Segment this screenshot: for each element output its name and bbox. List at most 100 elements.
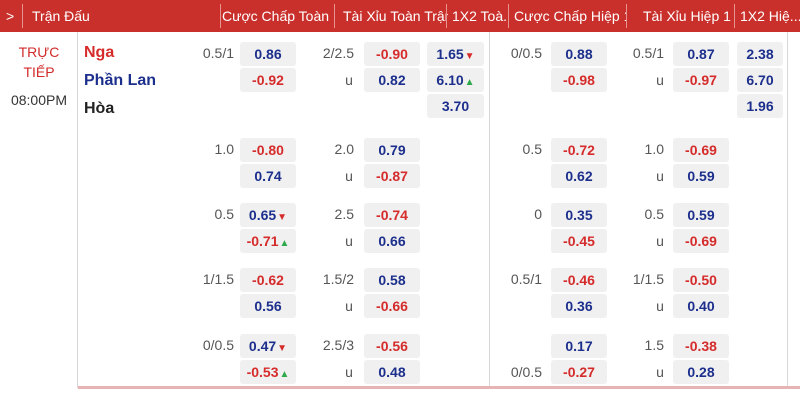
under-label: u xyxy=(345,233,353,249)
odds-cell[interactable]: -0.45 xyxy=(551,229,607,253)
divider xyxy=(626,4,627,28)
odds-cell[interactable]: 1.65▼ xyxy=(427,42,484,66)
odds-cell[interactable]: -0.62 xyxy=(240,268,296,292)
arrow-up-icon: ▲ xyxy=(279,369,290,380)
team-draw: Hòa xyxy=(84,100,115,117)
ou-line: 1/1.5 xyxy=(632,271,664,287)
divider xyxy=(508,4,509,28)
live-status-line2: TIẾP xyxy=(23,64,55,80)
odds-cell[interactable]: -0.69 xyxy=(673,138,729,162)
odds-cell[interactable]: 0.86 xyxy=(240,42,296,66)
odds-cell[interactable]: -0.38 xyxy=(673,334,729,358)
odds-cell[interactable]: -0.69 xyxy=(673,229,729,253)
odds-cell[interactable]: -0.50 xyxy=(673,268,729,292)
odds-cell[interactable]: 0.17 xyxy=(551,334,607,358)
odds-cell[interactable]: 3.70 xyxy=(427,94,484,118)
header-handicap-half[interactable]: Cược Chấp Hiệp 1 xyxy=(514,8,626,24)
odds-cell[interactable]: 0.48 xyxy=(364,360,420,384)
header-match[interactable]: Trận Đấu xyxy=(32,8,90,24)
match-time: 08:00PM xyxy=(10,92,68,108)
ou-line: 2.5/3 xyxy=(322,337,354,353)
odds-cell[interactable]: 0.82 xyxy=(364,68,420,92)
ou-line: 1.5 xyxy=(644,337,664,353)
ou-line: 0.5/1 xyxy=(632,45,664,61)
arrow-up-icon: ▲ xyxy=(464,77,475,88)
odds-cell[interactable]: 0.79 xyxy=(364,138,420,162)
under-label: u xyxy=(345,298,353,314)
odds-cell[interactable]: -0.72 xyxy=(551,138,607,162)
header-ou-full[interactable]: Tài Xỉu Toàn Trận xyxy=(343,8,448,24)
team-home[interactable]: Nga xyxy=(84,44,115,61)
odds-cell[interactable]: 0.36 xyxy=(551,294,607,318)
header-1x2-full[interactable]: 1X2 Toà... xyxy=(452,8,508,24)
odds-value: 6.10 xyxy=(436,72,464,88)
odds-cell[interactable]: -0.71▲ xyxy=(240,229,296,253)
odds-value: -0.71 xyxy=(246,233,279,249)
odds-cell[interactable]: -0.80 xyxy=(240,138,296,162)
odds-cell[interactable]: -0.66 xyxy=(364,294,420,318)
divider xyxy=(220,4,221,28)
column-divider xyxy=(787,32,788,388)
odds-value: -0.53 xyxy=(246,364,279,380)
odds-cell[interactable]: -0.92 xyxy=(240,68,296,92)
odds-cell[interactable]: 0.28 xyxy=(673,360,729,384)
arrow-up-icon: ▲ xyxy=(279,238,290,249)
handicap-line: 0.5 xyxy=(214,206,234,222)
under-label: u xyxy=(656,168,664,184)
divider xyxy=(734,4,735,28)
ou-line: 2.5 xyxy=(334,206,354,222)
divider xyxy=(334,4,335,28)
odds-cell[interactable]: -0.97 xyxy=(673,68,729,92)
arrow-down-icon: ▼ xyxy=(277,343,288,354)
odds-cell[interactable]: 0.88 xyxy=(551,42,607,66)
odds-cell[interactable]: 0.65▼ xyxy=(240,203,296,227)
odds-cell[interactable]: 1.96 xyxy=(737,94,783,118)
odds-cell[interactable]: -0.90 xyxy=(364,42,420,66)
handicap-line: 0.5/1 xyxy=(202,45,234,61)
odds-cell[interactable]: -0.74 xyxy=(364,203,420,227)
odds-cell[interactable]: 0.59 xyxy=(673,164,729,188)
handicap-line: 0.5/1 xyxy=(510,271,542,287)
header-1x2-half[interactable]: 1X2 Hiệ... xyxy=(740,8,800,24)
odds-cell[interactable]: 0.58 xyxy=(364,268,420,292)
odds-cell[interactable]: 6.10▲ xyxy=(427,68,484,92)
divider xyxy=(22,4,23,28)
ou-line: 2/2.5 xyxy=(322,45,354,61)
odds-cell[interactable]: -0.87 xyxy=(364,164,420,188)
odds-value: 1.65 xyxy=(436,46,464,62)
odds-cell[interactable]: -0.98 xyxy=(551,68,607,92)
odds-cell[interactable]: 0.87 xyxy=(673,42,729,66)
odds-value: 0.47 xyxy=(248,338,277,354)
live-status-line1: TRỰC xyxy=(18,44,60,60)
under-label: u xyxy=(656,364,664,380)
odds-cell[interactable]: 0.40 xyxy=(673,294,729,318)
odds-cell[interactable]: 0.56 xyxy=(240,294,296,318)
table-header: > Trận Đấu Cược Chấp Toàn ... Tài Xỉu To… xyxy=(0,0,800,32)
header-ou-half[interactable]: Tài Xỉu Hiệp 1 xyxy=(643,8,731,24)
team-away[interactable]: Phần Lan xyxy=(84,72,157,89)
odds-cell[interactable]: 0.62 xyxy=(551,164,607,188)
live-status: TRỰC TIẾP xyxy=(0,42,78,82)
odds-cell[interactable]: 2.38 xyxy=(737,42,783,66)
odds-cell[interactable]: -0.27 xyxy=(551,360,607,384)
odds-cell[interactable]: 0.59 xyxy=(673,203,729,227)
handicap-line: 1/1.5 xyxy=(202,271,234,287)
arrow-down-icon: ▼ xyxy=(277,212,288,223)
ou-line: 1.0 xyxy=(644,141,664,157)
chevron-right-icon[interactable]: > xyxy=(6,8,15,24)
odds-cell[interactable]: 0.47▼ xyxy=(240,334,296,358)
header-handicap-full[interactable]: Cược Chấp Toàn ... xyxy=(222,8,334,24)
column-divider xyxy=(77,32,78,388)
odds-cell[interactable]: -0.53▲ xyxy=(240,360,296,384)
ou-line: 1.5/2 xyxy=(322,271,354,287)
divider xyxy=(446,4,447,28)
odds-cell[interactable]: 0.74 xyxy=(240,164,296,188)
table-bottom-border xyxy=(78,386,800,389)
handicap-line: 0/0.5 xyxy=(510,364,542,380)
odds-cell[interactable]: 6.70 xyxy=(737,68,783,92)
odds-value: 0.65 xyxy=(248,207,277,223)
odds-cell[interactable]: -0.46 xyxy=(551,268,607,292)
odds-cell[interactable]: -0.56 xyxy=(364,334,420,358)
odds-cell[interactable]: 0.35 xyxy=(551,203,607,227)
odds-cell[interactable]: 0.66 xyxy=(364,229,420,253)
